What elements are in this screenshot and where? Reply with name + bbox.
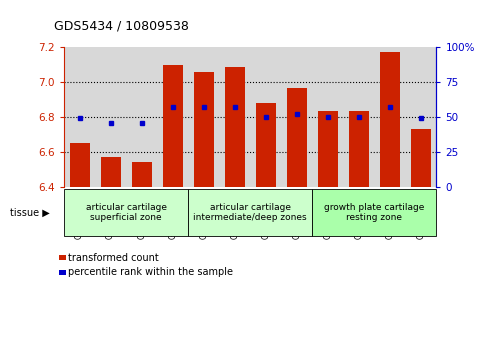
Bar — [132, 162, 152, 187]
Bar — [101, 157, 121, 187]
Bar — [163, 65, 183, 187]
Text: articular cartilage
intermediate/deep zones: articular cartilage intermediate/deep zo… — [193, 203, 307, 222]
Text: tissue ▶: tissue ▶ — [9, 207, 49, 217]
Bar — [64, 47, 95, 187]
Text: articular cartilage
superficial zone: articular cartilage superficial zone — [86, 203, 167, 222]
Bar — [126, 47, 157, 187]
Bar — [281, 47, 312, 187]
Bar — [256, 103, 276, 187]
Bar — [286, 88, 307, 187]
Bar — [250, 47, 281, 187]
Bar — [95, 47, 126, 187]
Text: transformed count: transformed count — [68, 253, 159, 263]
Bar — [374, 47, 405, 187]
Bar — [343, 47, 374, 187]
Bar — [70, 143, 90, 187]
Bar — [312, 47, 343, 187]
Bar — [405, 47, 436, 187]
Bar — [225, 67, 245, 187]
Bar — [219, 47, 250, 187]
Text: growth plate cartilage
resting zone: growth plate cartilage resting zone — [324, 203, 424, 222]
Bar — [188, 47, 219, 187]
Text: GDS5434 / 10809538: GDS5434 / 10809538 — [54, 20, 189, 33]
Text: percentile rank within the sample: percentile rank within the sample — [68, 267, 233, 277]
Bar — [157, 47, 188, 187]
Bar — [411, 129, 431, 187]
Bar — [194, 72, 214, 187]
Bar — [317, 111, 338, 187]
Bar — [349, 111, 369, 187]
Bar — [380, 52, 400, 187]
